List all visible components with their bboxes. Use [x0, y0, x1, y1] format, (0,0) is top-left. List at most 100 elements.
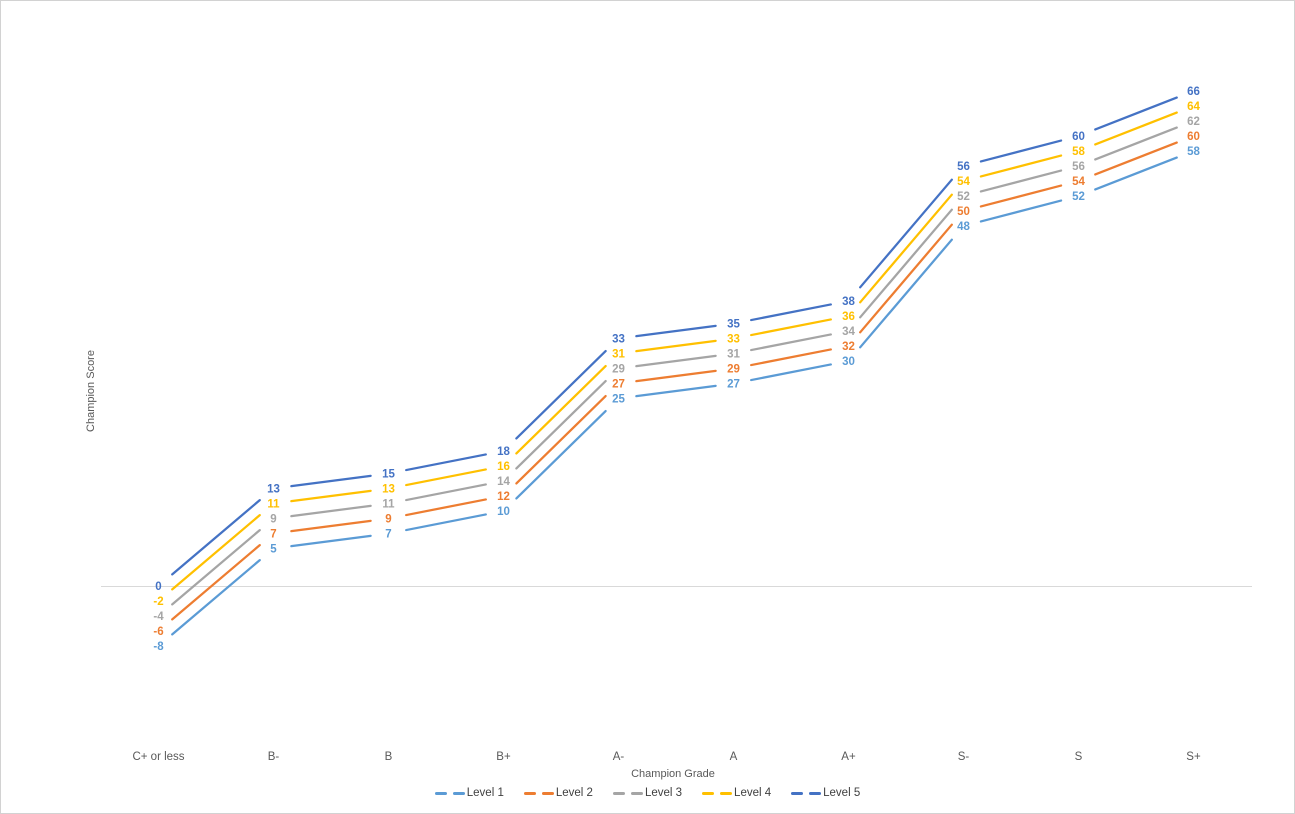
legend-item-level-1: Level 1 — [434, 787, 504, 799]
data-labels-level-5: 0 13 15 18 33 35 38 56 60 66 — [155, 86, 1200, 593]
data-label: 54 — [957, 176, 970, 188]
data-label: 31 — [727, 349, 740, 361]
line-segment — [859, 178, 953, 289]
line-segment — [750, 303, 832, 322]
data-label: 29 — [727, 364, 740, 376]
legend-key-dash — [523, 791, 536, 795]
data-label: 27 — [612, 379, 625, 391]
line-segment — [515, 394, 607, 485]
line-segment — [635, 354, 717, 368]
line-segment — [290, 519, 372, 533]
line-segment — [290, 489, 372, 503]
x-axis-tick-label: A- — [613, 751, 625, 763]
series-line-level-4 — [171, 111, 1178, 591]
data-label: 25 — [612, 394, 625, 406]
data-label: 12 — [497, 491, 510, 503]
line-segment — [979, 184, 1063, 208]
data-label: 34 — [842, 326, 855, 338]
line-segment — [859, 238, 953, 349]
legend-key-dash — [434, 791, 447, 795]
data-label: 16 — [497, 461, 510, 473]
line-segment — [171, 529, 261, 606]
legend-key-dash — [720, 791, 733, 795]
data-label: -2 — [153, 596, 163, 608]
data-labels-level-4: -2 11 13 16 31 33 36 54 58 64 — [153, 101, 1200, 608]
y-axis-title: Champion Score — [85, 350, 97, 432]
line-segment — [635, 324, 717, 338]
x-axis-tick-label: S — [1075, 751, 1083, 763]
legend-key-dash — [452, 791, 465, 795]
series-line-level-1 — [171, 156, 1178, 636]
data-label: 5 — [270, 544, 277, 556]
data-label: 7 — [385, 529, 391, 541]
line-segment — [859, 208, 953, 319]
legend-label: Level 4 — [734, 787, 772, 799]
data-label: 18 — [497, 446, 510, 458]
line-segment — [979, 199, 1063, 223]
data-label: 30 — [842, 356, 855, 368]
line-segment — [515, 379, 607, 470]
data-label: 54 — [1072, 176, 1085, 188]
data-label: 31 — [612, 349, 625, 361]
line-segment — [405, 513, 487, 532]
line-segment — [405, 483, 487, 502]
line-segment — [171, 499, 261, 576]
line-segment — [859, 223, 953, 334]
legend-key-dash — [630, 791, 643, 795]
data-label: -6 — [153, 626, 163, 638]
data-label: 62 — [1187, 116, 1200, 128]
line-segment — [171, 514, 261, 591]
data-label: 33 — [612, 334, 625, 346]
data-label: 10 — [497, 506, 510, 518]
x-axis-tick-label: C+ or less — [132, 751, 184, 763]
legend-label: Level 1 — [466, 787, 504, 799]
data-label: 58 — [1187, 146, 1200, 158]
line-segment — [1094, 156, 1178, 191]
series-line-level-5 — [171, 96, 1178, 576]
line-segment — [405, 468, 487, 487]
data-label: 56 — [957, 161, 970, 173]
line-segment — [515, 409, 607, 500]
line-segment — [1094, 126, 1178, 161]
legend-label: Level 5 — [823, 787, 861, 799]
data-label: 52 — [1072, 191, 1085, 203]
data-label: 60 — [1072, 131, 1085, 143]
data-label: 36 — [842, 311, 855, 323]
line-segment — [979, 154, 1063, 178]
data-label: 50 — [957, 206, 970, 218]
x-axis-title: Champion Grade — [631, 768, 715, 780]
legend-key-dash — [541, 791, 554, 795]
data-label: 9 — [270, 514, 276, 526]
x-axis-tick-label: S- — [958, 751, 970, 763]
legend-key-dash — [809, 791, 822, 795]
legend-item-level-2: Level 2 — [523, 787, 593, 799]
line-segment — [405, 498, 487, 517]
data-label: 0 — [155, 581, 161, 593]
data-label: 32 — [842, 341, 855, 353]
line-segment — [750, 318, 832, 337]
data-label: 29 — [612, 364, 625, 376]
data-label: 27 — [727, 379, 740, 391]
line-segment — [979, 139, 1063, 163]
data-label: 66 — [1187, 86, 1200, 98]
legend: Level 1 Level 2 Level 3 Level 4 Level 5 — [1, 787, 1294, 799]
line-segment — [1094, 141, 1178, 176]
line-segment — [290, 504, 372, 518]
line-segment — [979, 169, 1063, 193]
x-axis-tick-label: B — [385, 751, 393, 763]
data-label: 9 — [385, 514, 391, 526]
data-label: 58 — [1072, 146, 1085, 158]
data-label: -8 — [153, 641, 164, 653]
x-axis-tick-label: B+ — [496, 751, 511, 763]
line-segment — [635, 384, 717, 398]
data-label: -4 — [153, 611, 164, 623]
data-label: 35 — [727, 319, 740, 331]
data-label: 13 — [382, 484, 395, 496]
line-segment — [750, 363, 832, 382]
line-segment — [750, 348, 832, 367]
legend-label: Level 2 — [555, 787, 593, 799]
line-segment — [635, 339, 717, 353]
